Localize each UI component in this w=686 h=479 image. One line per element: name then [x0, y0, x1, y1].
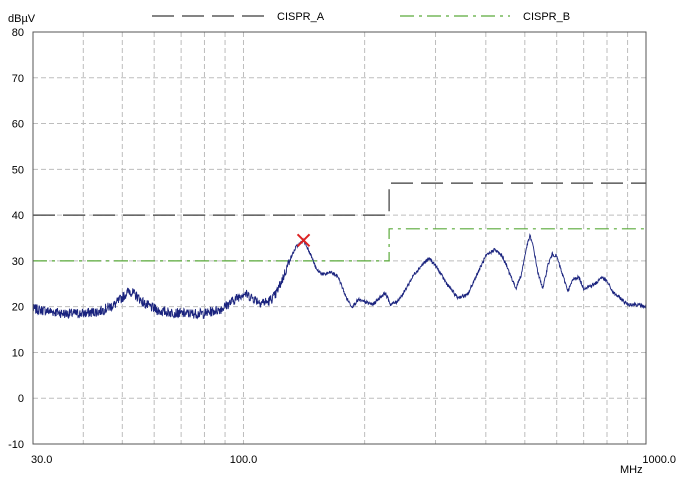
y-tick-label: 0 [18, 393, 24, 405]
legend-label-cispr-a: CISPR_A [277, 11, 325, 23]
y-tick-label: 10 [12, 347, 24, 359]
measurement-trace [32, 233, 647, 320]
y-tick-label: -10 [8, 439, 24, 451]
y-tick-label: 70 [12, 73, 24, 85]
legend-label-cispr-b: CISPR_B [523, 11, 570, 23]
y-tick-label: 80 [12, 27, 24, 39]
marker-stroke [296, 233, 311, 247]
y-axis-tick-labels: 80 70 60 50 40 30 20 10 0 -10 [8, 27, 24, 451]
x-tick-label: 1000.0 [642, 454, 676, 466]
limit-line-cispr-a [33, 182, 646, 216]
limit-line-cispr-b [33, 228, 646, 262]
y-tick-label: 30 [12, 256, 24, 268]
y-tick-label: 20 [12, 302, 24, 314]
legend: CISPR_A CISPR_B [152, 11, 570, 23]
limit-lines [33, 182, 646, 262]
x-axis-unit: MHz [620, 464, 643, 476]
measurement-line [32, 233, 647, 320]
plot-frame [32, 31, 647, 445]
x-tick-label: 100.0 [230, 454, 258, 466]
y-tick-label: 50 [12, 164, 24, 176]
y-axis-unit: dBµV [8, 13, 36, 25]
x-tick-label: 30.0 [31, 454, 52, 466]
peak-marker [296, 233, 311, 247]
y-tick-label: 60 [12, 119, 24, 131]
y-tick-label: 40 [12, 210, 24, 222]
x-axis-tick-labels: 30.0 100.0 1000.0 [31, 454, 676, 466]
